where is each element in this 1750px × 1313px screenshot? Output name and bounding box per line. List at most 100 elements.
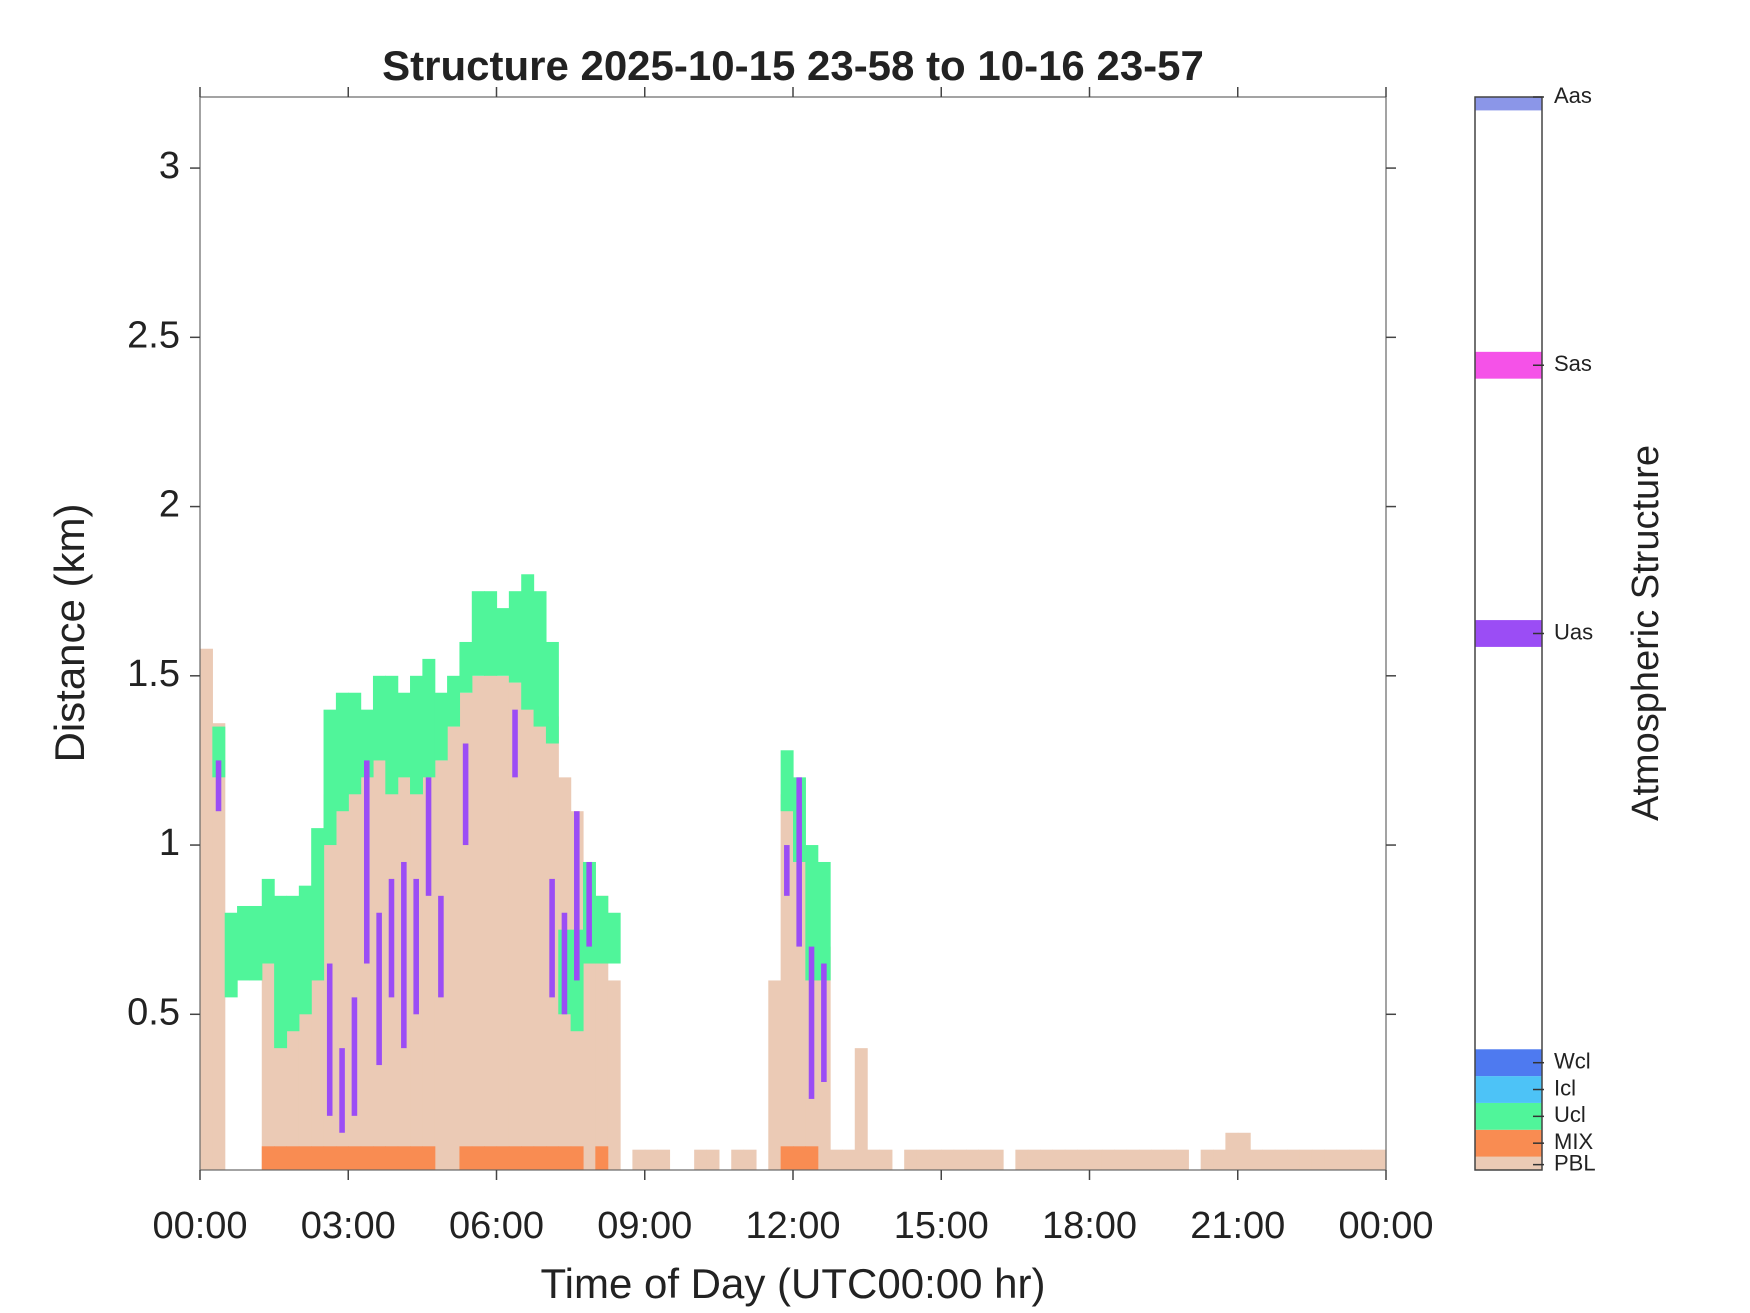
layer-cell: [508, 591, 522, 683]
layer-cell: [1114, 1149, 1128, 1170]
layer-cell: [274, 895, 288, 1049]
layer-cell: [447, 675, 461, 727]
layer-cell: [941, 1149, 955, 1170]
x-tick-label: 00:00: [152, 1205, 247, 1247]
colorbar-label: Atmospheric Structure: [1625, 445, 1667, 821]
layer-cell: [830, 1149, 844, 1170]
layer-cell: [1361, 1149, 1375, 1170]
layer-cell: [1311, 1149, 1325, 1170]
layer-cell: [549, 878, 555, 998]
layer-cell: [586, 861, 592, 947]
colorbar-band: [1475, 620, 1542, 647]
layer-cell: [224, 912, 238, 998]
layer-cell: [545, 641, 559, 744]
layer-cell: [372, 1146, 386, 1170]
y-tick-label: 2.5: [127, 314, 180, 356]
layer-cell: [570, 1146, 584, 1170]
layer-cell: [425, 777, 432, 896]
layer-cell: [595, 895, 609, 964]
x-tick-label: 21:00: [1190, 1205, 1285, 1247]
colorbar-band: [1475, 1129, 1542, 1157]
layer-cell: [385, 1146, 399, 1170]
layer-cell: [496, 675, 510, 1170]
x-axis-label: Time of Day (UTC00:00 hr): [541, 1260, 1046, 1307]
layer-cell: [793, 1146, 806, 1170]
layer-cell: [867, 1149, 881, 1170]
layer-cell: [459, 641, 473, 693]
layer-cell: [274, 1146, 288, 1170]
layer-cell: [706, 1149, 720, 1170]
layer-cell: [484, 1146, 498, 1170]
layer-cell: [1250, 1149, 1264, 1170]
layer-cell: [512, 709, 518, 778]
layer-cell: [388, 878, 395, 998]
colorbar-band: [1475, 351, 1542, 379]
colorbar-band: [1475, 1102, 1542, 1130]
layer-cell: [286, 895, 300, 1032]
layer-cell: [1138, 1149, 1152, 1170]
layer-cell: [607, 912, 621, 964]
x-tick-label: 15:00: [894, 1205, 989, 1247]
layer-cell: [1324, 1149, 1338, 1170]
chart-title: Structure 2025-10-15 23-58 to 10-16 23-5…: [382, 42, 1204, 89]
colorbar-band: [1475, 1076, 1542, 1103]
layer-cell: [298, 1146, 312, 1170]
layer-cell: [459, 1146, 473, 1170]
layer-cell: [422, 760, 436, 1170]
colorbar-tick-label: MIX: [1554, 1129, 1593, 1154]
colorbar-tick-label: Uas: [1554, 619, 1593, 644]
layer-cell: [372, 675, 386, 761]
layer-cell: [335, 1146, 349, 1170]
layer-cell: [397, 692, 411, 778]
layer-cell: [1175, 1149, 1189, 1170]
layer-cell: [743, 1149, 757, 1170]
layer-cell: [471, 591, 485, 676]
layer-cell: [496, 1146, 510, 1170]
layer-cell: [916, 1149, 930, 1170]
y-tick-label: 2: [159, 484, 180, 526]
layer-cell: [784, 845, 790, 896]
layer-cell: [323, 709, 337, 846]
layer-cell: [1373, 1149, 1387, 1170]
layer-cell: [780, 750, 794, 812]
layer-cell: [484, 669, 498, 1170]
layer-cell: [793, 845, 806, 1170]
layer-cell: [1200, 1149, 1214, 1170]
layer-cell: [360, 709, 374, 778]
layer-cell: [808, 946, 815, 1099]
layer-cell: [1089, 1149, 1103, 1170]
x-tick-label: 12:00: [745, 1205, 840, 1247]
y-tick-label: 3: [159, 145, 180, 187]
layer-cell: [311, 1146, 325, 1170]
layer-cell: [1336, 1149, 1350, 1170]
layer-cell: [595, 1146, 609, 1170]
layer-cell: [1274, 1149, 1288, 1170]
layer-cell: [1151, 1149, 1165, 1170]
layer-cell: [1299, 1149, 1313, 1170]
colorbar-band: [1475, 1049, 1542, 1077]
layer-cell: [326, 963, 333, 1116]
layer-cell: [607, 980, 621, 1170]
layer-cell: [298, 980, 312, 1170]
colorbar-tick-label: Ucl: [1554, 1102, 1586, 1127]
layer-cell: [1348, 1149, 1362, 1170]
x-tick-label: 00:00: [1338, 1205, 1433, 1247]
layer-cell: [261, 963, 275, 1170]
layer-cell: [286, 997, 300, 1170]
layer-cell: [521, 692, 535, 1170]
x-tick-label: 03:00: [301, 1205, 396, 1247]
layer-cell: [261, 878, 275, 964]
layer-cell: [904, 1149, 918, 1170]
layer-cell: [780, 794, 794, 1170]
layer-cell: [821, 963, 827, 1082]
layer-cell: [311, 828, 325, 981]
colorbar-tick-label: PBL: [1554, 1150, 1596, 1175]
layer-cell: [533, 1146, 547, 1170]
layer-cell: [768, 980, 782, 1170]
layer-cell: [1101, 1149, 1115, 1170]
layer-cell: [965, 1149, 979, 1170]
layer-cell: [879, 1149, 893, 1170]
layer-cell: [508, 1146, 522, 1170]
layer-cell: [447, 726, 461, 1170]
layer-cell: [533, 591, 547, 727]
